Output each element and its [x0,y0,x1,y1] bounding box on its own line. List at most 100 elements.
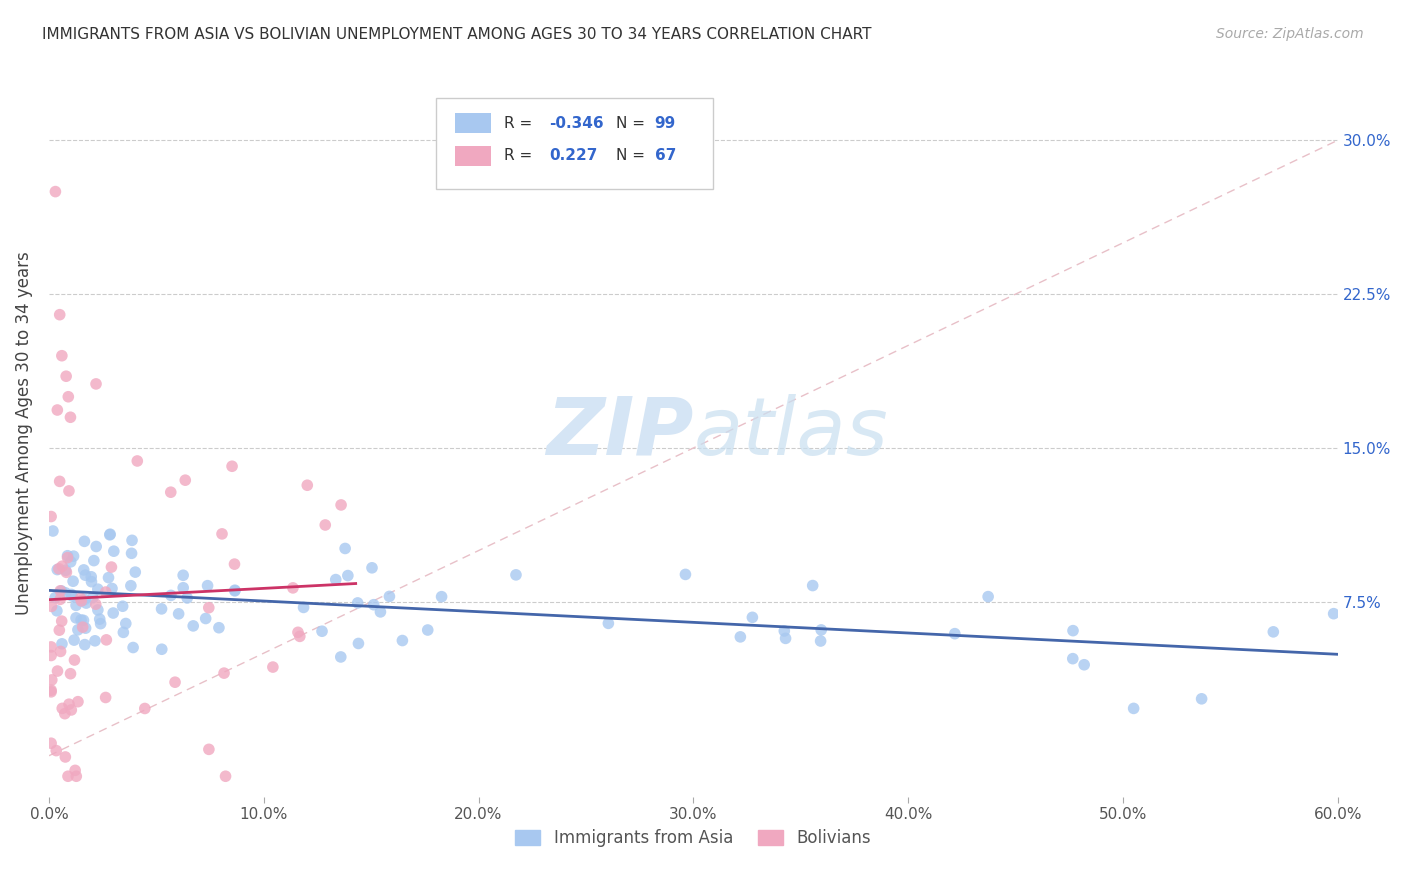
Text: N =: N = [616,148,650,163]
Point [329,649,352,664]
Text: R =: R = [503,148,541,163]
Point [45,743,67,757]
Point [63,653,86,667]
Point [122,640,145,655]
Point [51,583,73,598]
Point [150,602,173,616]
Point [39,648,62,663]
Point [391,633,413,648]
Text: ZIP: ZIP [546,393,693,472]
Point [48,562,70,576]
Point [84,540,107,554]
Point [72,620,94,634]
Point [51,559,73,574]
Point [165,675,187,690]
Point [46,664,69,678]
Point [810,634,832,648]
Point [114,616,136,631]
Point [598,616,620,631]
Point [96,632,118,647]
Point [60,587,83,601]
Point [333,541,356,556]
Point [53,750,76,764]
Point [194,611,217,625]
Text: N =: N = [616,116,650,130]
FancyBboxPatch shape [436,97,713,189]
Point [775,632,797,646]
Point [49,592,72,607]
Point [39,640,62,654]
Point [75,568,97,582]
Point [197,579,219,593]
Point [46,563,69,577]
Point [297,478,319,492]
Text: 99: 99 [655,116,676,130]
Point [55,586,77,600]
Point [1323,607,1346,621]
Point [73,638,96,652]
Point [70,594,93,608]
Point [103,606,125,620]
Point [48,623,70,637]
Point [172,581,194,595]
Point [84,597,107,611]
Point [314,518,336,533]
Point [1191,691,1213,706]
Point [65,611,87,625]
Point [416,623,439,637]
Point [80,570,103,584]
Point [39,685,62,699]
Point [174,473,197,487]
Point [120,579,142,593]
Point [378,590,401,604]
Point [70,613,93,627]
Point [59,666,82,681]
Point [44,185,66,199]
Point [87,603,110,617]
Point [84,376,107,391]
Point [101,582,124,596]
Point [60,589,83,603]
Point [49,644,72,658]
Point [121,546,143,560]
Point [60,703,83,717]
Point [801,578,824,592]
Point [42,524,65,538]
Point [44,591,66,605]
Point [212,666,235,681]
Point [59,555,82,569]
Point [41,673,63,687]
Point [288,629,311,643]
Point [176,591,198,605]
Point [98,527,121,541]
Point [112,625,135,640]
Point [100,560,122,574]
Point [221,459,243,474]
Point [39,683,62,698]
Point [63,764,86,778]
Point [111,599,134,614]
Point [45,604,67,618]
Point [134,701,156,715]
Point [55,563,77,577]
Point [51,637,73,651]
Point [84,633,107,648]
Text: atlas: atlas [693,393,889,472]
Bar [456,113,491,133]
Point [41,599,63,614]
Point [73,534,96,549]
Point [1073,657,1095,672]
Point [65,769,87,783]
Point [80,574,103,589]
Point [505,567,527,582]
Point [66,623,89,637]
Point [361,561,384,575]
Point [70,593,93,607]
Point [58,390,80,404]
Point [90,616,112,631]
Point [198,742,221,756]
Point [58,483,80,498]
Point [150,642,173,657]
Point [208,621,231,635]
Text: 67: 67 [655,148,676,163]
